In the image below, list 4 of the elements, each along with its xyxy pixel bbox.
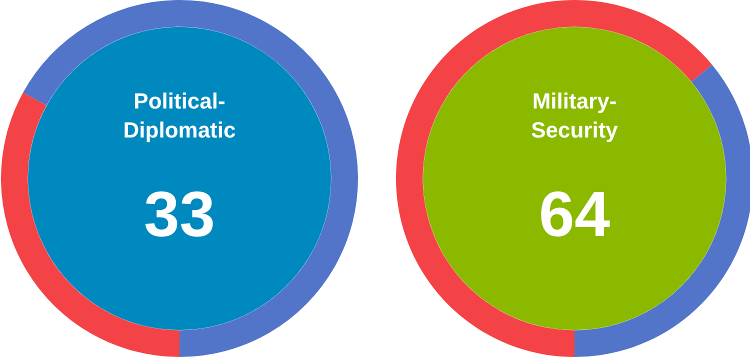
data-label: 33 (144, 178, 216, 250)
data-label: 64 (538, 178, 610, 250)
text: Military-Security (531, 88, 619, 143)
text: Political-Diplomatic (123, 88, 236, 143)
